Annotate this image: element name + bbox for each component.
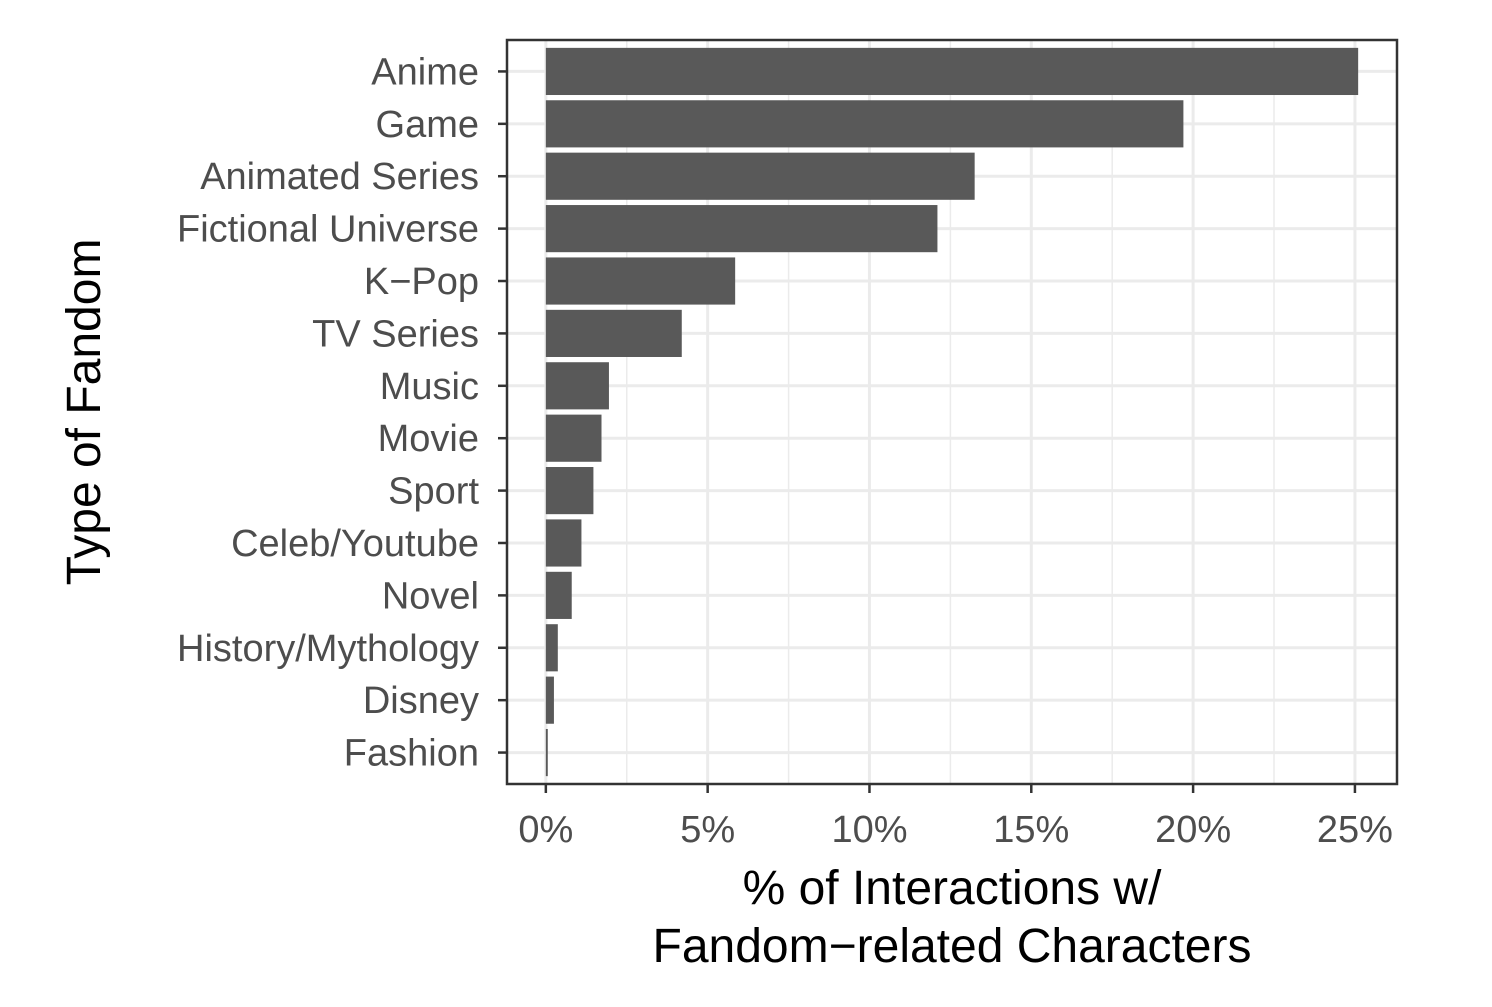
y-axis-title: Type of Fandom	[58, 239, 111, 586]
y-tick-label: Game	[376, 104, 479, 146]
y-tick-label: Celeb/Youtube	[231, 523, 479, 565]
x-tick-label: 10%	[831, 809, 907, 851]
x-tick-label: 15%	[993, 809, 1069, 851]
bar-animated-series	[545, 152, 975, 200]
axes: Anime Game Animated Series Fictional Univer…	[177, 51, 1393, 851]
y-tick-label: Disney	[363, 680, 479, 722]
y-tick-label: Animated Series	[200, 156, 479, 198]
bar-sport	[545, 467, 594, 515]
bar-tv-series	[545, 309, 682, 357]
y-tick-label: History/Mythology	[177, 628, 479, 670]
y-tick-label: Music	[380, 366, 479, 408]
bar-music	[545, 362, 609, 410]
x-tick-label: 5%	[680, 809, 735, 851]
x-axis-title: % of Interactions w/	[743, 862, 1163, 915]
panel-background	[507, 40, 1397, 784]
bar-history-mythology	[545, 624, 558, 672]
y-tick-label: Movie	[378, 418, 479, 460]
y-tick-label: Sport	[388, 471, 479, 513]
x-axis-title-line-2: Fandom−related Characters	[653, 920, 1252, 973]
y-tick-label: K−Pop	[364, 261, 479, 303]
bar-disney	[545, 676, 554, 724]
grid-lines	[507, 40, 1397, 784]
bar-fashion	[545, 728, 548, 777]
y-tick-label: Fictional Universe	[177, 209, 479, 251]
panel-border	[505, 38, 1399, 786]
x-tick-label: 0%	[518, 809, 573, 851]
y-tick-label: TV Series	[312, 313, 479, 355]
bar-game	[545, 100, 1184, 148]
bar-fictional-universe	[545, 205, 938, 253]
bar-anime	[545, 47, 1359, 96]
bars	[545, 47, 1359, 777]
x-tick-label: 20%	[1155, 809, 1231, 851]
y-tick-label: Fashion	[344, 733, 479, 775]
bar-k-pop	[545, 257, 736, 305]
bar-novel	[545, 571, 572, 619]
y-tick-label: Anime	[371, 51, 479, 93]
x-tick-label: 25%	[1317, 809, 1393, 851]
bar-celeb-youtube	[545, 519, 582, 567]
bar-movie	[545, 414, 602, 462]
y-tick-label: Novel	[382, 575, 479, 617]
